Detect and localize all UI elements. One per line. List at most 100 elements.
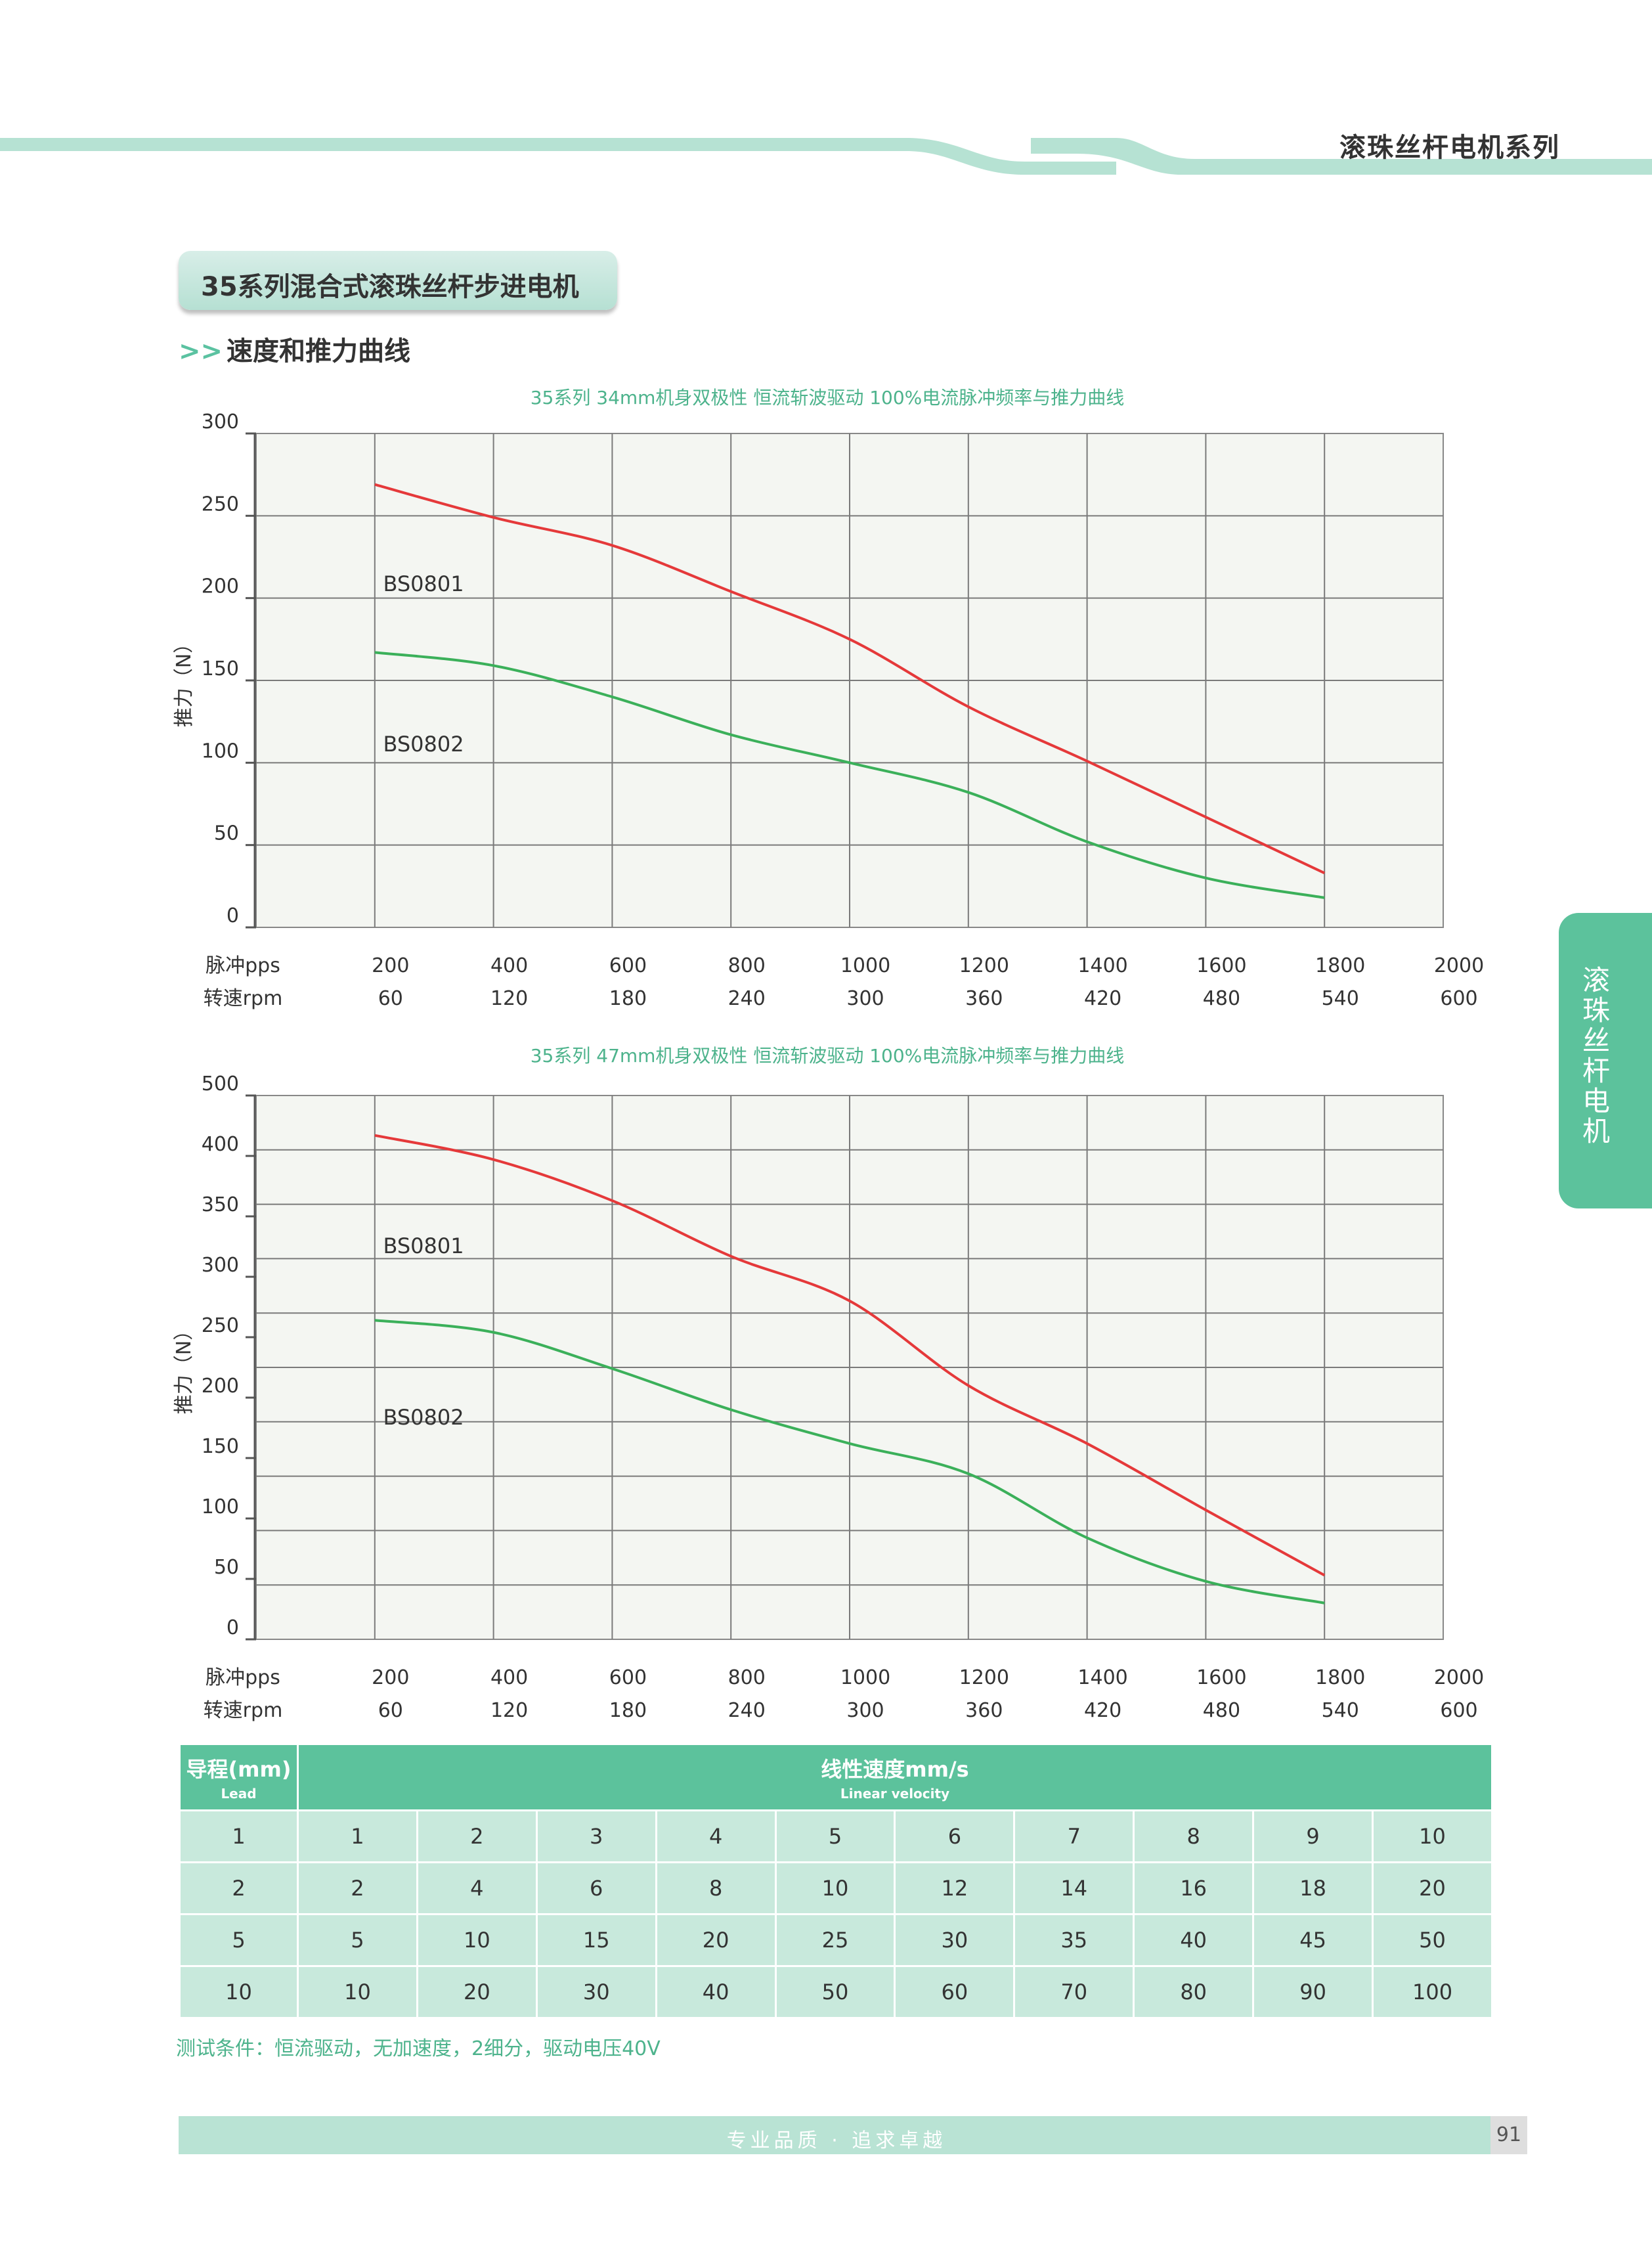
y-tick-label: 250 xyxy=(202,1314,239,1337)
y-axis-label: 推力（N） xyxy=(173,634,196,727)
velocity-cell: 8 xyxy=(1133,1809,1255,1863)
velocity-cell: 2 xyxy=(297,1861,418,1915)
y-tick-label: 0 xyxy=(227,904,239,927)
x-tick-label-pps: 600 xyxy=(609,954,647,977)
series-label-bs0802: BS0802 xyxy=(383,1405,464,1430)
velocity-cell: 30 xyxy=(535,1965,657,2019)
x-tick-label-pps: 1200 xyxy=(959,954,1009,977)
x-axis-label-pps: 脉冲pps xyxy=(206,1666,280,1689)
x-tick-label-pps: 2000 xyxy=(1434,1666,1484,1689)
section-title-pill: 35系列混合式滚珠丝杆步进电机 xyxy=(179,251,617,310)
velocity-cell: 25 xyxy=(774,1913,896,1967)
chart-2-title: 35系列 47mm机身双极性 恒流斩波驱动 100%电流脉冲频率与推力曲线 xyxy=(530,1045,1125,1067)
x-tick-label-rpm: 360 xyxy=(965,987,1003,1010)
velocity-cell: 3 xyxy=(535,1809,657,1863)
x-tick-label-pps: 800 xyxy=(728,954,766,977)
x-tick-label-pps: 1400 xyxy=(1077,954,1127,977)
y-tick-label: 200 xyxy=(202,1375,239,1398)
lead-cell: 5 xyxy=(179,1913,299,1967)
velocity-cell: 10 xyxy=(416,1913,538,1967)
velocity-cell: 100 xyxy=(1372,1965,1493,2019)
velocity-cell: 16 xyxy=(1133,1861,1255,1915)
x-tick-label-rpm: 420 xyxy=(1084,987,1121,1010)
velocity-cell: 90 xyxy=(1252,1965,1374,2019)
section-title: 35系列混合式滚珠丝杆步进电机 xyxy=(201,272,579,302)
chart-2-svg: 0 50 100 150 200 250 300 350 400 500 推力（N） 脉冲pps 转速r… xyxy=(173,1073,1484,1722)
lead-cell: 10 xyxy=(179,1965,299,2019)
x-tick-label-rpm: 180 xyxy=(609,987,647,1010)
subtitle-arrows: >> xyxy=(179,336,223,366)
x-tick-label-rpm: 480 xyxy=(1203,987,1240,1010)
y-tick-label: 100 xyxy=(202,740,239,763)
footer-bar xyxy=(179,2116,1494,2154)
x-tick-label-pps: 1000 xyxy=(840,1666,890,1689)
x-tick-label-rpm: 180 xyxy=(609,1699,647,1722)
x-tick-label-pps: 800 xyxy=(728,1666,766,1689)
x-tick-label-pps: 1400 xyxy=(1077,1666,1127,1689)
x-tick-label-rpm: 60 xyxy=(378,987,403,1010)
velocity-cell: 45 xyxy=(1252,1913,1374,1967)
lead-cell: 2 xyxy=(179,1861,299,1915)
velocity-cell: 4 xyxy=(655,1809,777,1863)
velocity-cell: 60 xyxy=(894,1965,1016,2019)
velocity-cell: 5 xyxy=(774,1809,896,1863)
velocity-cell: 20 xyxy=(655,1913,777,1967)
x-tick-label-rpm: 600 xyxy=(1440,987,1477,1010)
x-tick-label-rpm: 60 xyxy=(378,1699,403,1722)
velocity-cell: 10 xyxy=(297,1965,418,2019)
x-tick-label-pps: 1200 xyxy=(959,1666,1009,1689)
y-tick-label: 250 xyxy=(202,493,239,516)
series-line-bs0802 xyxy=(374,651,1325,899)
chart-1-svg: 0 50 100 150 200 250 300 推力（N） 脉冲pps 转速rpm 200 400 6… xyxy=(173,410,1484,1010)
footer-slogan: 专业品质 · 追求卓越 xyxy=(726,2129,947,2152)
lead-header: 导程(mm) Lead xyxy=(179,1743,299,1811)
y-tick-label: 300 xyxy=(202,410,239,433)
velocity-cell: 70 xyxy=(1013,1965,1135,2019)
y-tick-label: 200 xyxy=(202,575,239,598)
lead-cell: 1 xyxy=(179,1809,299,1863)
velocity-cell: 7 xyxy=(1013,1809,1135,1863)
side-tab-label: 滚珠丝杆电机 xyxy=(1582,964,1611,1147)
velocity-cell: 8 xyxy=(655,1861,777,1915)
x-tick-label-rpm: 300 xyxy=(846,1699,884,1722)
velocity-cell: 4 xyxy=(416,1861,538,1915)
x-tick-label-rpm: 540 xyxy=(1322,987,1359,1010)
x-tick-label-pps: 200 xyxy=(372,954,409,977)
series-title: 滚珠丝杆电机系列 xyxy=(1339,133,1560,163)
x-tick-label-rpm: 480 xyxy=(1203,1699,1240,1722)
velocity-cell: 18 xyxy=(1252,1861,1374,1915)
table-row: 10 10 20 30 40 50 60 70 80 90 100 xyxy=(179,1965,1493,2019)
table-row: 5 5 10 15 20 25 30 35 40 45 50 xyxy=(179,1913,1493,1967)
x-tick-label-pps: 2000 xyxy=(1434,954,1484,977)
velocity-cell: 50 xyxy=(774,1965,896,2019)
x-axis-label-rpm: 转速rpm xyxy=(204,1699,283,1722)
x-tick-label-rpm: 540 xyxy=(1322,1699,1359,1722)
velocity-cell: 80 xyxy=(1133,1965,1255,2019)
y-tick-label: 150 xyxy=(202,657,239,680)
velocity-cell: 10 xyxy=(1372,1809,1493,1863)
x-tick-label-pps: 200 xyxy=(372,1666,409,1689)
y-tick-label: 500 xyxy=(202,1073,239,1096)
x-tick-label-pps: 600 xyxy=(609,1666,647,1689)
velocity-cell: 40 xyxy=(655,1965,777,2019)
x-tick-label-rpm: 120 xyxy=(490,987,528,1010)
page-number: 91 xyxy=(1490,2116,1527,2154)
y-tick-label: 350 xyxy=(202,1193,239,1216)
x-tick-label-pps: 1000 xyxy=(840,954,890,977)
velocity-cell: 6 xyxy=(894,1809,1016,1863)
x-tick-label-pps: 1600 xyxy=(1196,954,1246,977)
header-wave-decoration xyxy=(0,138,1652,175)
subtitle-text: 速度和推力曲线 xyxy=(227,336,411,366)
x-axis-label-pps: 脉冲pps xyxy=(206,954,280,977)
velocity-cell: 1 xyxy=(297,1809,418,1863)
velocity-cell: 10 xyxy=(774,1861,896,1915)
series-label-bs0802: BS0802 xyxy=(383,732,464,757)
velocity-header: 线性速度mm/s Linear velocity xyxy=(297,1743,1493,1811)
y-tick-label: 150 xyxy=(202,1435,239,1458)
velocity-cell: 14 xyxy=(1013,1861,1135,1915)
velocity-cell: 15 xyxy=(535,1913,657,1967)
chart-1-title: 35系列 34mm机身双极性 恒流斩波驱动 100%电流脉冲频率与推力曲线 xyxy=(530,387,1125,409)
y-tick-label: 400 xyxy=(202,1133,239,1156)
x-tick-label-rpm: 420 xyxy=(1084,1699,1121,1722)
